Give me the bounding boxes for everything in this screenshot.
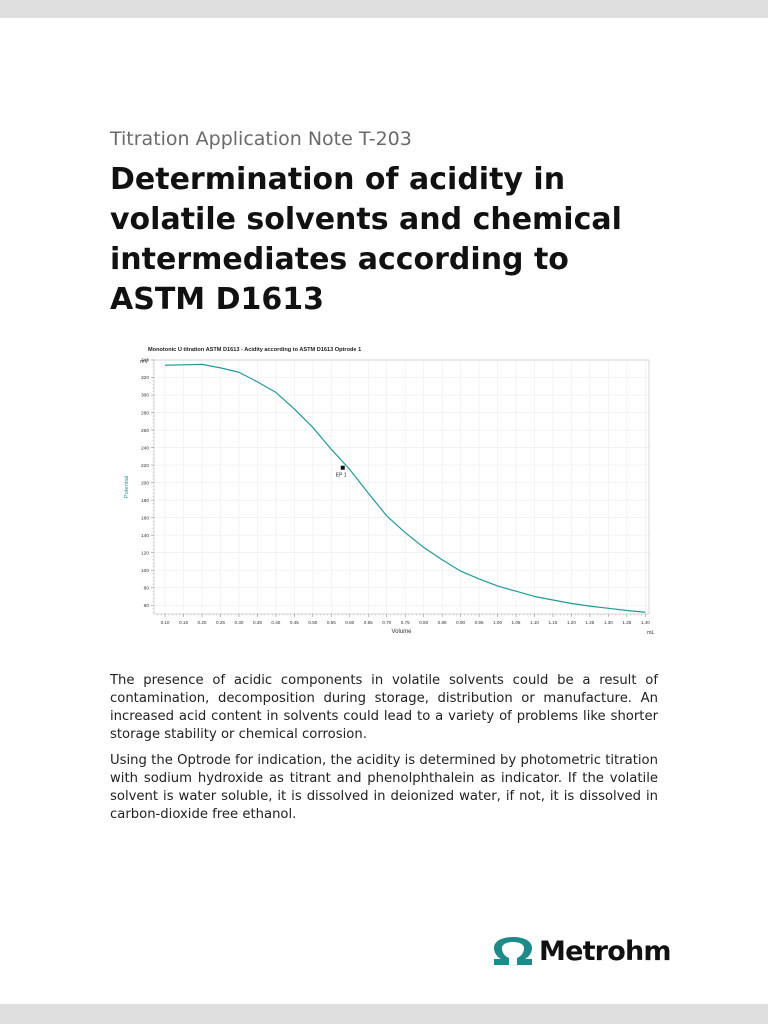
x-axis: 0.10 0.15 0.20 0.25 0.30 0.35 0.40 0.45 0.50 0.55… xyxy=(157,614,650,625)
x-tick-label: 1.15 xyxy=(548,620,557,625)
y-tick-label: 300 xyxy=(141,393,149,399)
y-tick-label: 200 xyxy=(141,480,149,486)
endpoint-label: EP 1 xyxy=(336,473,347,479)
x-tick-label: 1.00 xyxy=(493,620,502,625)
page-title: Determination of acidity in volatile sol… xyxy=(110,162,622,317)
y-tick-label: 240 xyxy=(141,445,149,451)
y-tick-label: 180 xyxy=(141,498,149,504)
y-axis-unit: mV xyxy=(140,359,148,365)
x-tick-label: 0.85 xyxy=(438,620,447,625)
x-tick-label: 1.20 xyxy=(567,620,576,625)
x-tick-label: 0.65 xyxy=(364,620,373,625)
x-tick-label: 0.50 xyxy=(308,620,317,625)
x-tick-label: 0.60 xyxy=(345,620,354,625)
titration-chart: Monotonic U titration ASTM D1613 - Acidi… xyxy=(110,340,660,645)
x-tick-label: 0.55 xyxy=(327,620,336,625)
x-tick-label: 1.25 xyxy=(585,620,594,625)
x-tick-label: 0.80 xyxy=(419,620,428,625)
chart-series xyxy=(165,363,646,613)
x-tick-label: 1.10 xyxy=(530,620,539,625)
x-tick-label: 0.75 xyxy=(401,620,410,625)
y-tick-label: 80 xyxy=(144,585,150,591)
x-tick-label: 1.05 xyxy=(512,620,521,625)
paragraph-2: Using the Optrode for indication, the ac… xyxy=(110,753,658,822)
y-tick-label: 220 xyxy=(141,463,149,469)
y-tick-label: 160 xyxy=(141,515,149,521)
y-tick-label: 100 xyxy=(141,568,149,574)
y-tick-label: 340 xyxy=(141,358,149,364)
x-tick-label: 0.10 xyxy=(161,620,170,625)
series-label: Titration Application Note T-203 xyxy=(110,128,412,150)
paragraph-1: The presence of acidic components in vol… xyxy=(110,673,658,742)
document-page: Titration Application Note T-203 Determi… xyxy=(0,18,768,1004)
chart-annotations: EP 1 xyxy=(336,465,347,479)
x-tick-label: 0.40 xyxy=(271,620,280,625)
y-axis-label: Potential xyxy=(124,476,130,499)
x-tick-label: 1.40 xyxy=(641,620,650,625)
x-tick-label: 0.20 xyxy=(198,620,207,625)
x-tick-label: 0.30 xyxy=(234,620,243,625)
endpoint-marker xyxy=(340,465,345,470)
x-tick-label: 0.90 xyxy=(456,620,465,625)
logo-wordmark: Metrohm xyxy=(539,936,672,967)
x-tick-label: 0.15 xyxy=(179,620,188,625)
x-tick-label: 1.35 xyxy=(622,620,631,625)
x-tick-label: 0.35 xyxy=(253,620,262,625)
x-axis-label: Volume xyxy=(391,629,412,635)
x-tick-label: 1.30 xyxy=(604,620,613,625)
y-tick-label: 140 xyxy=(141,533,149,539)
y-tick-label: 280 xyxy=(141,410,149,416)
body-text: The presence of acidic components in vol… xyxy=(110,672,658,832)
y-tick-label: 260 xyxy=(141,428,149,434)
x-axis-unit: mL xyxy=(647,630,655,636)
y-tick-label: 320 xyxy=(141,375,149,381)
titration-chart-svg: Monotonic U titration ASTM D1613 - Acidi… xyxy=(110,340,660,645)
x-tick-label: 0.45 xyxy=(290,620,299,625)
chart-background xyxy=(110,340,660,645)
chart-grid xyxy=(154,359,649,614)
x-tick-label: 0.70 xyxy=(382,620,391,625)
series-line xyxy=(165,363,646,613)
y-tick-label: 120 xyxy=(141,550,149,556)
chart-title: Monotonic U titration ASTM D1613 - Acidi… xyxy=(148,347,361,353)
omega-logo-icon xyxy=(494,937,532,965)
y-tick-label: 60 xyxy=(144,603,150,609)
y-axis: 60 80 100 120 140 160 180 200 220 240 260 280 300 320… xyxy=(141,358,154,613)
x-tick-label: 0.95 xyxy=(475,620,484,625)
metrohm-logo: Metrohm xyxy=(492,934,672,970)
x-tick-label: 0.25 xyxy=(216,620,225,625)
